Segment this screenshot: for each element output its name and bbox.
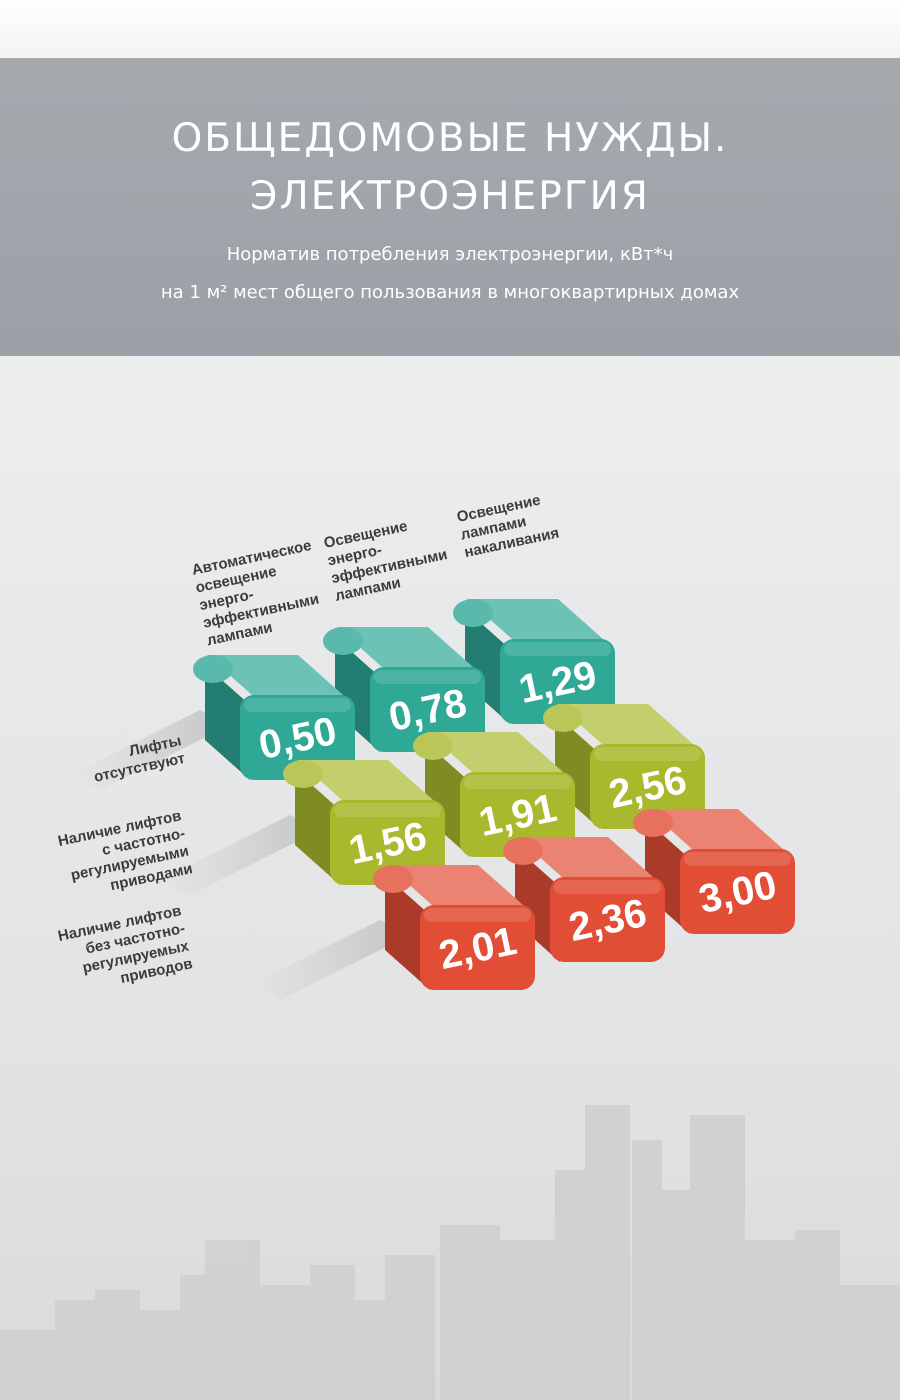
block-side-face [385,875,430,990]
value-block: 3,00 [633,809,795,934]
building-shape [632,1140,662,1400]
block-side-face [205,665,250,780]
block-highlight [424,908,531,922]
block-front-face [330,800,445,885]
building-shape [0,1330,60,1400]
building-shape [440,1225,500,1400]
block-highlight [554,880,661,894]
block-corner [283,760,323,788]
value-block: 0,50 [193,655,355,780]
block-side-face [555,714,600,829]
block-corner [503,837,543,865]
column-header: Автоматическоеосвещениеэнерго-эффективны… [190,537,328,649]
row-header: Наличие лифтовбез частотно-регулируемыхп… [56,902,194,998]
block-highlight [334,803,441,817]
building-shape [660,1190,695,1400]
block-corner [193,655,233,683]
page-subtitle: Норматив потребления электроэнергии, кВт… [160,244,740,303]
block-front-face [500,639,615,724]
block-side-face [645,819,690,934]
value-block: 2,01 [373,865,535,990]
building-shape [500,1240,555,1400]
block-top-face [427,732,563,772]
header-band [0,58,900,356]
block-corner [453,599,493,627]
block-top-face [557,704,693,744]
column-header: Освещениеэнерго-эффективнымилампами [322,511,452,605]
value-block: 1,29 [453,599,615,724]
page-title: ОБЩЕДОМОВЫЕ НУЖДЫ. ЭЛЕКТРОЭНЕРГИЯ [171,116,729,219]
value-block: 0,78 [323,627,485,752]
block-corner [373,865,413,893]
row-shadow-band [160,815,320,895]
block-top-face [387,865,523,905]
building-shape [205,1240,260,1400]
block-corner [633,809,673,837]
building-shape [140,1310,180,1400]
row-shadow-band [70,710,230,790]
row-header: Наличие лифтовс частотно-регулируемымипр… [56,807,194,903]
block-corner [413,732,453,760]
building-shape [355,1300,390,1400]
block-top-face [207,655,343,695]
block-top-face [517,837,653,877]
block-highlight [504,642,611,656]
block-side-face [425,742,470,857]
block-highlight [244,698,351,712]
block-front-face [420,905,535,990]
block-front-face [680,849,795,934]
block-front-face [550,877,665,962]
block-top-face [337,627,473,667]
row-shadow-band [250,920,410,1000]
block-front-face [370,667,485,752]
block-front-face [460,772,575,857]
block-corner [543,704,583,732]
building-shape [95,1290,140,1400]
value-block: 2,36 [503,837,665,962]
building-shape [840,1285,900,1400]
block-side-face [295,770,340,885]
value-block: 1,91 [413,732,575,857]
building-shape [795,1230,840,1400]
block-front-face [240,695,355,780]
block-side-face [335,637,380,752]
block-highlight [464,775,571,789]
building-shape [310,1265,355,1400]
block-highlight [684,852,791,866]
value-block: 2,56 [543,704,705,829]
value-block: 1,56 [283,760,445,885]
block-corner [323,627,363,655]
block-highlight [374,670,481,684]
block-top-face [647,809,783,849]
building-shape [690,1115,745,1400]
block-top-face [467,599,603,639]
block-front-face [590,744,705,829]
building-shape [585,1105,630,1400]
block-side-face [515,847,560,962]
block-side-face [465,609,510,724]
building-shape [260,1285,310,1400]
block-highlight [594,747,701,761]
building-shape [55,1300,95,1400]
building-shape [745,1240,795,1400]
city-skyline [0,1105,900,1400]
block-top-face [297,760,433,800]
column-header: Освещениелампаминакаливания [455,489,560,561]
building-shape [385,1255,435,1400]
